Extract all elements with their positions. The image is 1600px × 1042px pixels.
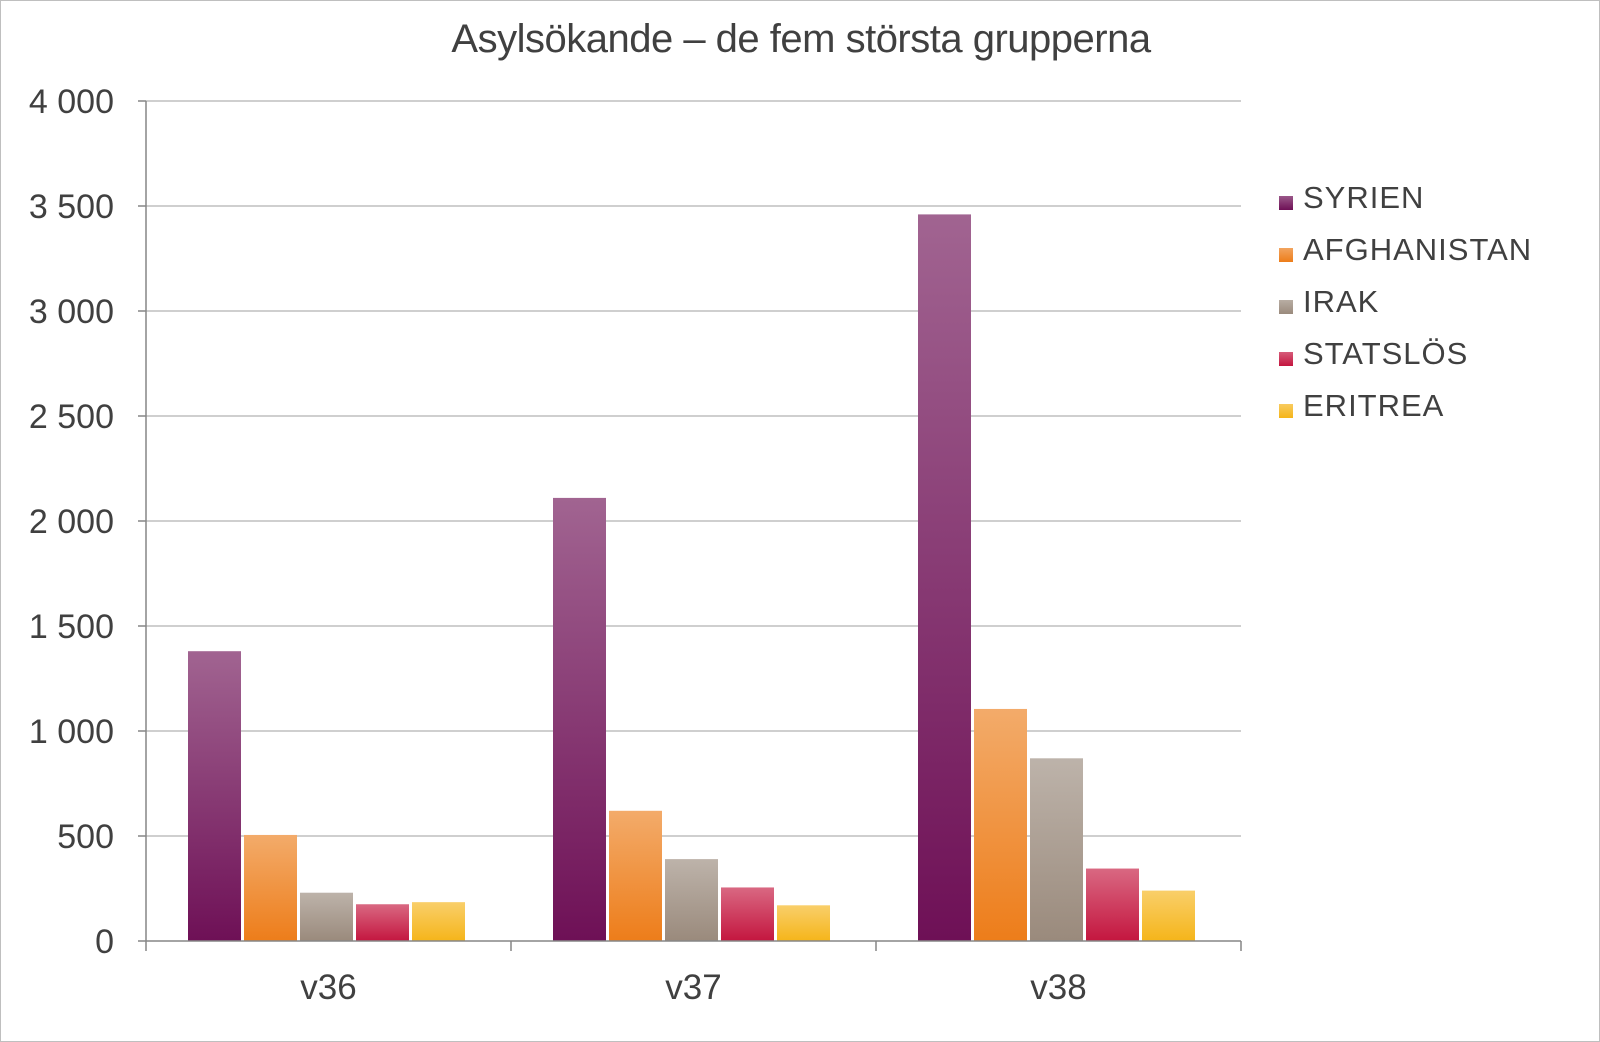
- bar-afghanistan-v37: [609, 810, 662, 941]
- legend-swatch: [1279, 404, 1293, 418]
- bar-syrien-v37: [553, 497, 606, 941]
- y-tick-label: 1 000: [29, 713, 114, 751]
- x-tick-label: v36: [300, 968, 356, 1007]
- bar-eritrea-v36: [412, 902, 465, 941]
- legend-swatch: [1279, 352, 1293, 366]
- bar-statslös-v37: [721, 887, 774, 941]
- x-tick-label: v38: [1030, 968, 1086, 1007]
- bar-afghanistan-v38: [974, 708, 1027, 941]
- bar-statslös-v36: [356, 904, 409, 941]
- bar-afghanistan-v36: [244, 834, 297, 941]
- grid-lines: [146, 100, 1241, 837]
- legend-label: AFGHANISTAN: [1303, 232, 1533, 267]
- legend-swatch: [1279, 248, 1293, 262]
- legend-label: ERITREA: [1303, 388, 1445, 423]
- bar-irak-v38: [1030, 758, 1083, 941]
- bar-syrien-v36: [188, 651, 241, 941]
- y-tick-label: 2 500: [29, 398, 114, 436]
- y-tick-label: 1 500: [29, 608, 114, 646]
- legend-swatch: [1279, 196, 1293, 210]
- bar-eritrea-v37: [777, 905, 830, 941]
- y-tick-label: 0: [95, 923, 114, 961]
- bar-irak-v37: [665, 859, 718, 941]
- legend-label: SYRIEN: [1303, 180, 1425, 215]
- bar-eritrea-v38: [1142, 890, 1195, 941]
- bar-syrien-v38: [918, 214, 971, 941]
- y-tick-label: 4 000: [29, 83, 114, 121]
- axes: 0 500 1 000 1 500 2 000 2 500 3 000 3 500 4 000 v…: [29, 83, 1242, 1007]
- bars: [188, 214, 1195, 941]
- chart-title: Asylsökande – de fem största grupperna: [451, 17, 1151, 61]
- legend-swatch: [1279, 300, 1293, 314]
- legend-label: IRAK: [1303, 284, 1380, 319]
- y-tick-label: 3 000: [29, 293, 114, 331]
- x-tick-label: v37: [665, 968, 721, 1007]
- y-tick-label: 500: [57, 818, 114, 856]
- bar-irak-v36: [300, 892, 353, 941]
- bar-statslös-v38: [1086, 868, 1139, 941]
- legend-label: STATSLÖS: [1303, 336, 1469, 371]
- y-tick-label: 2 000: [29, 503, 114, 541]
- y-tick-label: 3 500: [29, 188, 114, 226]
